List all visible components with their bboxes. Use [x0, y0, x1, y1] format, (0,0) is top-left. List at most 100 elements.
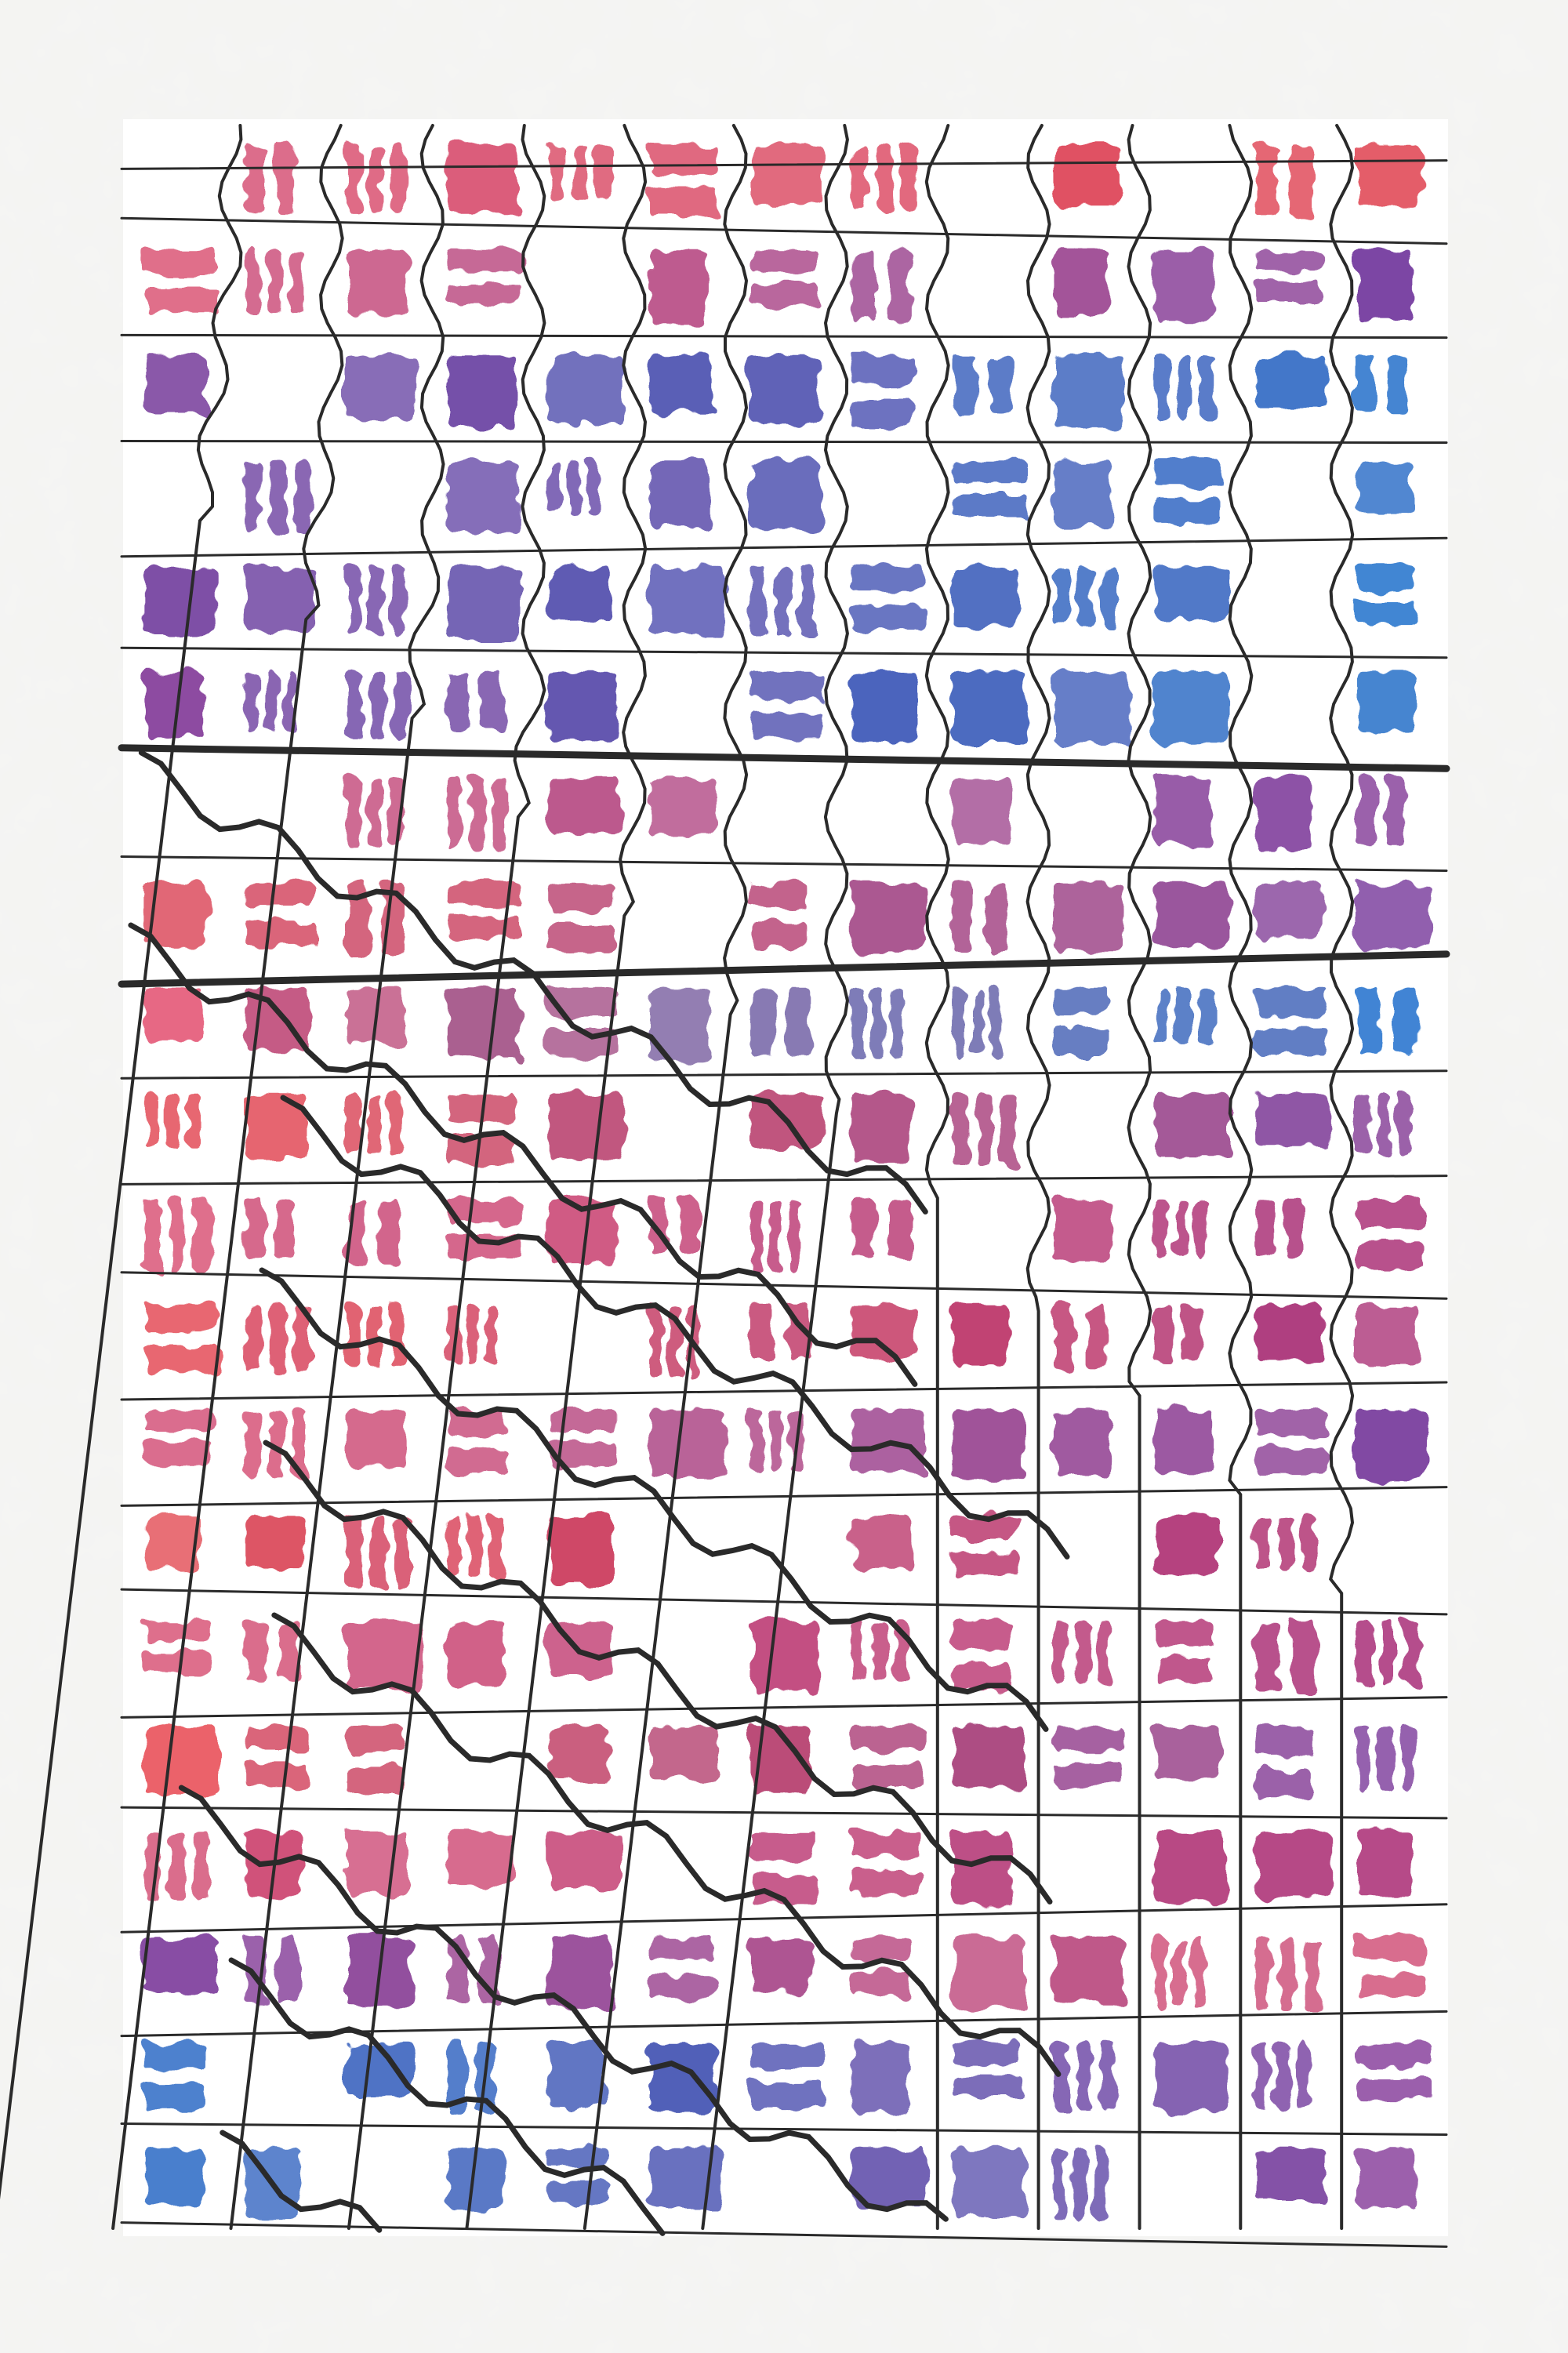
paint-blob — [1053, 1304, 1074, 1370]
paint-blob — [888, 249, 912, 322]
paint-blob — [649, 1410, 724, 1478]
paint-blob — [292, 1410, 307, 1477]
paint-blob — [649, 187, 717, 216]
paint-blob — [1356, 355, 1376, 413]
paint-blob — [750, 1726, 811, 1793]
paint-blob — [144, 1726, 218, 1795]
paint-blob — [347, 1621, 422, 1693]
ink-line — [263, 1440, 1053, 1905]
paint-blob — [1255, 882, 1323, 939]
paint-blob — [851, 2148, 927, 2206]
paint-blob — [800, 566, 816, 636]
paint-blob — [144, 1199, 161, 1273]
paint-blob — [1401, 1726, 1416, 1791]
paint-blob — [1356, 1241, 1424, 1271]
paint-blob — [144, 1621, 212, 1643]
paint-blob — [1356, 1304, 1419, 1366]
paint-blob — [548, 1515, 615, 1584]
ink-line — [118, 744, 1450, 772]
paint-blob — [548, 882, 614, 911]
paint-blob — [873, 1621, 887, 1682]
paint-blob — [953, 671, 1027, 743]
paint-blob — [953, 494, 1029, 517]
paint-blob — [750, 988, 774, 1056]
paint-blob — [548, 1832, 622, 1889]
paint-blob — [1053, 988, 1110, 1015]
paint-blob — [1053, 671, 1129, 745]
ink-lines — [0, 124, 1450, 2248]
paint-blob — [750, 283, 818, 306]
paint-blob — [394, 671, 409, 739]
paint-blob — [1154, 1726, 1221, 1781]
paint-blob — [548, 1199, 614, 1263]
paint-blob — [953, 566, 1018, 628]
ink-line — [118, 950, 1450, 988]
paint-blob — [649, 1726, 718, 1780]
paint-blob — [953, 1937, 1025, 2009]
paint-blob — [548, 1443, 617, 1465]
paint-blob — [447, 988, 519, 1058]
paint-blob — [1279, 1937, 1295, 2011]
paint-blob — [1154, 1621, 1213, 1646]
paint-blob — [851, 1304, 916, 1360]
paint-blob — [1356, 1410, 1428, 1480]
paint-blob — [750, 2043, 826, 2069]
paint-blob — [1387, 355, 1407, 413]
paint-blob — [1073, 2148, 1087, 2220]
ink-line — [228, 1957, 666, 2236]
paint-blob — [586, 460, 599, 514]
ink-line — [120, 1588, 1448, 1616]
paint-blob — [1097, 1621, 1112, 1683]
paint-blob — [347, 355, 417, 419]
paint-blob — [245, 671, 258, 732]
paint-blob — [447, 1447, 506, 1474]
ink-line — [229, 124, 445, 2230]
paint-blob — [953, 460, 1029, 484]
paint-blob — [1255, 355, 1327, 409]
paint-blob — [851, 671, 918, 743]
paint-blob — [187, 1093, 201, 1148]
paint-blob — [279, 1621, 301, 1681]
paint-blob — [976, 1093, 992, 1166]
paint-blob — [1053, 355, 1125, 428]
paint-blob — [1053, 1028, 1110, 1056]
paint-blob — [447, 1832, 513, 1887]
ink-line — [120, 1903, 1448, 1934]
paint-blob — [1154, 2043, 1228, 2111]
paint-blob — [481, 671, 503, 730]
paint-blob — [347, 144, 361, 212]
paint-blob — [1356, 1621, 1372, 1685]
paint-blob — [750, 249, 818, 273]
paint-blob — [649, 355, 713, 413]
paint-blob — [1255, 1770, 1312, 1799]
paint-blob — [144, 566, 216, 636]
paint-blob — [447, 1093, 516, 1123]
paint-blob — [851, 1972, 912, 1995]
paint-blob — [1178, 355, 1192, 419]
ink-line — [120, 1486, 1448, 1507]
paint-blob — [267, 249, 281, 314]
paint-blob — [851, 144, 868, 209]
paint-blob — [1290, 144, 1312, 217]
paint-blob — [245, 882, 315, 908]
paint-blob — [548, 355, 624, 425]
paint-blob — [769, 1199, 782, 1272]
paint-blob — [1356, 671, 1415, 732]
paint-blob — [1053, 566, 1069, 626]
paint-blob — [289, 249, 303, 314]
paint-blob — [750, 566, 767, 636]
paint-blob — [245, 144, 265, 213]
paint-blob — [347, 1766, 405, 1794]
paint-blob — [368, 566, 383, 634]
paint-blob — [750, 1832, 818, 1861]
paint-blob — [1386, 777, 1405, 846]
paint-blob — [851, 882, 925, 953]
ink-line — [120, 1175, 1448, 1186]
paint-blob — [347, 671, 361, 739]
paint-blob — [470, 777, 485, 851]
paint-blob — [953, 1832, 1011, 1905]
paint-blob — [1195, 1199, 1208, 1258]
paint-blob — [144, 1515, 201, 1570]
paint-blob — [368, 777, 382, 848]
paint-blob — [347, 1093, 360, 1156]
